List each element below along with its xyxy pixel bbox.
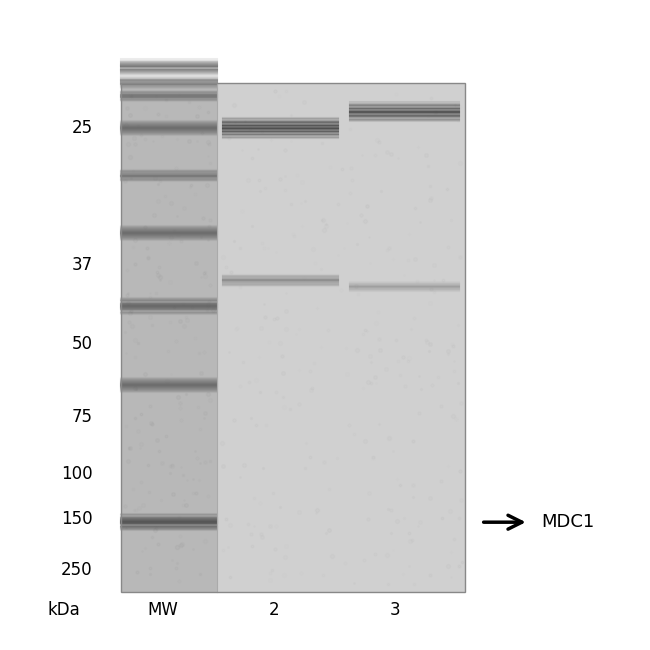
- Text: kDa: kDa: [48, 601, 81, 619]
- Text: 100: 100: [61, 465, 93, 484]
- Text: 2: 2: [269, 601, 280, 619]
- Text: 50: 50: [72, 335, 93, 353]
- Text: 75: 75: [72, 408, 93, 426]
- Bar: [122, 83, 465, 592]
- Text: 37: 37: [72, 255, 93, 274]
- Text: MDC1: MDC1: [541, 514, 595, 531]
- Text: 25: 25: [72, 119, 93, 136]
- FancyBboxPatch shape: [217, 83, 465, 592]
- Text: 3: 3: [389, 601, 400, 619]
- Text: 150: 150: [61, 510, 93, 528]
- Text: 250: 250: [61, 561, 93, 579]
- FancyBboxPatch shape: [122, 83, 217, 592]
- Text: MW: MW: [148, 601, 178, 619]
